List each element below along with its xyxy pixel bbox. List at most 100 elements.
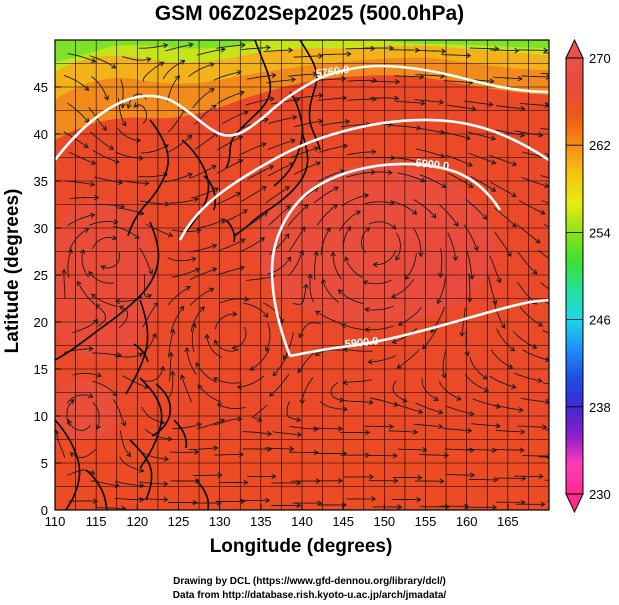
streamline xyxy=(188,447,218,451)
streamline-arrow xyxy=(114,298,121,305)
streamline-arrow xyxy=(95,424,101,430)
streamline xyxy=(445,474,475,476)
streamline xyxy=(540,127,549,130)
streamline-arrow xyxy=(532,269,538,275)
streamline xyxy=(169,198,199,204)
streamline-arrow xyxy=(521,475,527,482)
streamline-arrow xyxy=(363,193,370,199)
streamline xyxy=(415,402,443,414)
y-tick-label: 25 xyxy=(34,268,48,283)
streamline-arrow xyxy=(238,451,245,458)
streamline-arrow xyxy=(220,218,226,224)
streamline xyxy=(214,453,244,456)
streamline-arrow xyxy=(265,44,271,51)
streamline-arrow xyxy=(93,498,99,504)
streamline xyxy=(70,449,96,458)
streamline xyxy=(217,403,246,410)
streamline xyxy=(365,325,394,331)
streamline-arrow xyxy=(396,363,402,369)
streamline xyxy=(164,43,193,52)
streamline xyxy=(246,275,275,281)
streamline-arrow xyxy=(91,293,97,299)
streamline xyxy=(437,275,447,304)
y-tick-label: 10 xyxy=(34,409,48,424)
streamline xyxy=(272,431,302,436)
colorbar-label: 254 xyxy=(589,225,611,240)
streamline xyxy=(114,352,143,358)
streamline-arrow xyxy=(342,347,349,353)
streamline-arrow xyxy=(196,228,202,234)
streamline-arrow xyxy=(69,452,76,458)
streamline xyxy=(461,307,466,337)
streamline xyxy=(332,252,342,280)
streamline xyxy=(468,152,496,164)
streamline-arrow xyxy=(431,213,437,219)
streamline-arrow xyxy=(69,399,75,405)
streamline-arrow xyxy=(119,203,126,209)
streamline xyxy=(197,384,222,403)
streamline-arrow xyxy=(313,146,320,152)
streamline xyxy=(133,104,147,124)
streamline xyxy=(92,150,120,163)
streamline-arrow xyxy=(139,482,145,489)
streamline-arrow xyxy=(288,47,294,53)
streamline xyxy=(145,223,173,237)
streamline xyxy=(139,247,153,275)
streamline xyxy=(188,244,217,253)
streamline xyxy=(95,304,107,327)
streamline-arrow xyxy=(110,63,117,69)
y-tick-label: 20 xyxy=(34,315,48,330)
streamline-arrow xyxy=(113,219,119,225)
streamline-arrow xyxy=(318,53,324,59)
streamline-arrow xyxy=(388,423,395,430)
streamline-arrow xyxy=(438,99,445,105)
streamline-arrow xyxy=(76,280,82,287)
streamline-arrow xyxy=(412,209,418,215)
streamline-arrow xyxy=(179,374,186,380)
streamline xyxy=(322,279,340,303)
streamline xyxy=(115,480,144,487)
streamline-arrow xyxy=(111,235,118,241)
streamline-arrow xyxy=(194,449,200,455)
streamline xyxy=(540,73,549,75)
streamline xyxy=(242,448,272,450)
streamline-arrow xyxy=(467,297,473,303)
streamline-arrow xyxy=(438,272,444,279)
streamline-arrow xyxy=(290,138,296,144)
streamline xyxy=(66,394,93,404)
streamline xyxy=(243,302,269,318)
streamline xyxy=(289,425,318,430)
streamline-arrow xyxy=(139,210,145,216)
streamline-arrow xyxy=(491,447,497,453)
streamline xyxy=(540,357,549,361)
streamline xyxy=(65,180,95,186)
streamline xyxy=(542,329,549,334)
streamline-arrow xyxy=(289,162,295,168)
streamline-arrow xyxy=(367,359,373,365)
streamline-arrow xyxy=(540,209,546,215)
streamline-arrow xyxy=(121,421,127,427)
streamline xyxy=(115,295,143,302)
streamline xyxy=(464,100,493,106)
streamline-arrow xyxy=(337,426,344,432)
streamline xyxy=(514,372,542,382)
streamline xyxy=(519,307,543,327)
streamline xyxy=(342,226,351,254)
streamline xyxy=(287,204,309,226)
streamline xyxy=(394,403,423,413)
streamline-arrow xyxy=(303,204,309,210)
streamline-arrow xyxy=(364,227,371,232)
streamline-arrow xyxy=(330,251,336,257)
streamline-arrow xyxy=(67,418,73,425)
streamline-arrow xyxy=(433,396,439,401)
streamline xyxy=(63,269,66,299)
streamline xyxy=(181,374,192,403)
streamline xyxy=(489,255,501,283)
streamline-arrow xyxy=(510,346,516,352)
streamline-arrow xyxy=(265,497,271,504)
streamline xyxy=(239,143,266,156)
streamline-arrow xyxy=(174,75,180,81)
streamline xyxy=(90,480,120,487)
streamline xyxy=(265,322,271,352)
streamline xyxy=(512,330,537,349)
